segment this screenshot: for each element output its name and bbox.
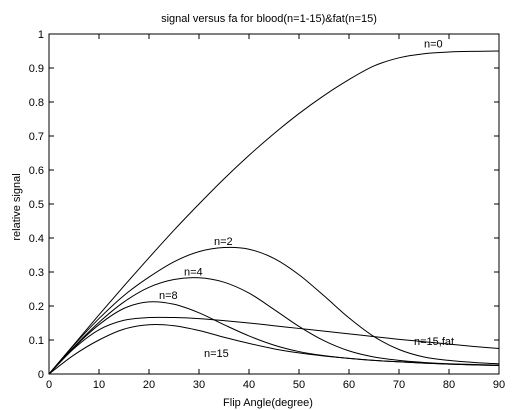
y-tick-label: 0.6 (29, 165, 44, 177)
chart-title: signal versus fa for blood(n=1-15)&fat(n… (161, 13, 377, 25)
chart-series (48, 50, 500, 375)
y-tick-label: 0.4 (29, 233, 44, 245)
series-label-0: n=0 (424, 39, 443, 51)
series-label-4: n=15 (204, 348, 229, 360)
x-tick-label: 10 (93, 379, 105, 391)
series-labels: n=0 n=2 n=4 n=8 n=15 n=15,fat (159, 39, 454, 360)
x-tick-label: 60 (343, 379, 355, 391)
plot-frame (48, 33, 500, 375)
x-tick-label: 40 (243, 379, 255, 391)
y-tick-label: 0.9 (29, 63, 44, 75)
series-label-2: n=4 (184, 266, 203, 278)
x-tick-label: 50 (293, 379, 305, 391)
series-label-1: n=2 (214, 236, 233, 248)
x-tick-label: 0 (46, 379, 52, 391)
axis-ticks: 0 10 20 30 40 50 60 70 80 90 0 0.1 0.2 0.3 0.4 0.5 0.6 0.… (29, 29, 505, 391)
y-tick-label: 0 (38, 369, 44, 381)
y-tick-label: 0.1 (29, 335, 44, 347)
y-tick-label: 0.5 (29, 199, 44, 211)
series-label-3: n=8 (159, 290, 178, 302)
series-line-2 (48, 277, 500, 375)
y-tick-label: 0.3 (29, 267, 44, 279)
x-tick-label: 20 (143, 379, 155, 391)
x-axis-label: Flip Angle(degree) (223, 397, 313, 409)
series-label-5: n=15,fat (414, 336, 454, 348)
y-tick-label: 0.2 (29, 301, 44, 313)
series-line-1 (48, 246, 500, 375)
x-tick-label: 90 (493, 379, 505, 391)
series-line-4 (48, 323, 500, 375)
x-tick-label: 30 (193, 379, 205, 391)
y-tick-label: 1 (38, 29, 44, 41)
x-tick-label: 70 (393, 379, 405, 391)
y-tick-label: 0.7 (29, 131, 44, 143)
series-line-0 (48, 50, 500, 375)
y-tick-label: 0.8 (29, 97, 44, 109)
series-line-5 (48, 316, 500, 375)
y-axis-label: relative signal (11, 173, 23, 240)
x-tick-label: 80 (443, 379, 455, 391)
